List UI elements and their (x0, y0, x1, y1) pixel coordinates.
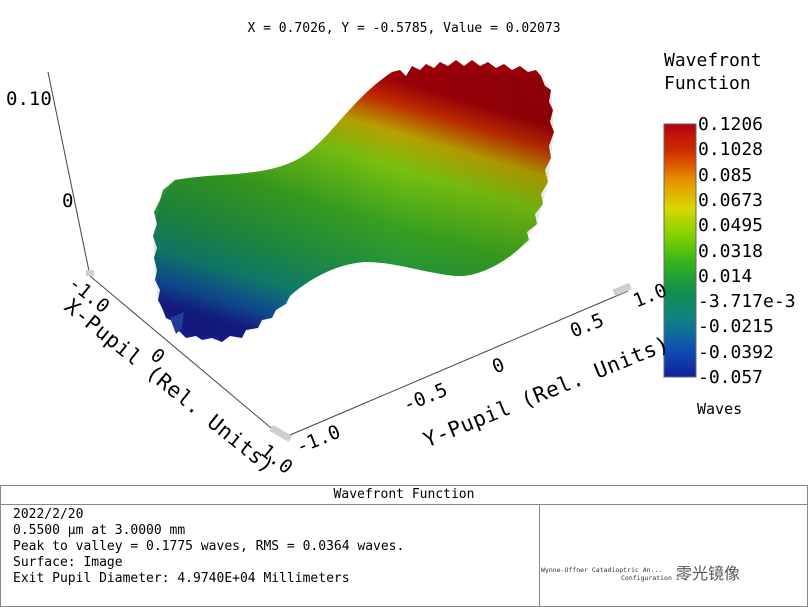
surface-shading (153, 72, 554, 336)
info-p2v-rms: Peak to valley = 0.1775 waves, RMS = 0.0… (13, 539, 405, 554)
colorbar-tick-label: 0.085 (698, 164, 753, 186)
x-axis-line (89, 275, 284, 439)
colorbar-tick-label: 0.1206 (698, 114, 764, 135)
z-axis-line (47, 71, 91, 277)
corner-marker (269, 424, 293, 442)
info-date: 2022/2/20 (13, 507, 84, 522)
surface-plot[interactable] (0, 0, 808, 485)
info-system-name: Wynne-Offner Catadioptric An... (541, 566, 663, 574)
colorbar-tick-label: 0.0495 (698, 215, 764, 237)
x-end-marker (86, 270, 94, 276)
z-tick-label: 0 (62, 190, 74, 212)
info-text: 2022/2/20 0.5500 µm at 3.0000 mm Peak to… (13, 507, 404, 587)
colorbar-tick-label: 0.0673 (698, 189, 764, 211)
colorbar-tick-label: 0.1028 (698, 139, 764, 161)
colorbar-title: Function (664, 73, 751, 94)
info-panel: Wavefront Function 2022/2/20 0.5500 µm a… (0, 485, 808, 607)
info-header: Wavefront Function (1, 486, 807, 505)
colorbar-units: Waves (697, 400, 743, 418)
z-tick-label: 0.10 (6, 88, 52, 110)
info-configuration: Configuration 1 (621, 574, 680, 582)
colorbar-tick-label: -0.0215 (698, 316, 774, 338)
colorbar-tick-label: -3.717e-3 (698, 291, 796, 313)
colorbar (663, 123, 697, 378)
y-end-marker (612, 282, 632, 297)
info-divider (539, 505, 540, 606)
info-config: Wynne-Offner Catadioptric An... Configur… (541, 566, 680, 582)
surface-edge-sliver (170, 312, 184, 334)
colorbar-tick-label: 0.014 (698, 265, 753, 287)
colorbar-tick-label: 0.0318 (698, 240, 764, 262)
y-axis-line (282, 290, 629, 439)
info-wavelength: 0.5500 µm at 3.0000 mm (13, 523, 186, 538)
info-pupil-diameter: Exit Pupil Diameter: 4.9740E+04 Millimet… (13, 571, 350, 586)
info-surface: Surface: Image (13, 555, 123, 570)
watermark: 零光镜像 (676, 564, 741, 583)
cursor-readout: X = 0.7026, Y = -0.5785, Value = 0.02073 (247, 21, 561, 36)
colorbar-tick-label: -0.0392 (698, 341, 774, 363)
colorbar-title: Wavefront (664, 50, 762, 71)
colorbar-tick-label: -0.057 (698, 367, 764, 388)
